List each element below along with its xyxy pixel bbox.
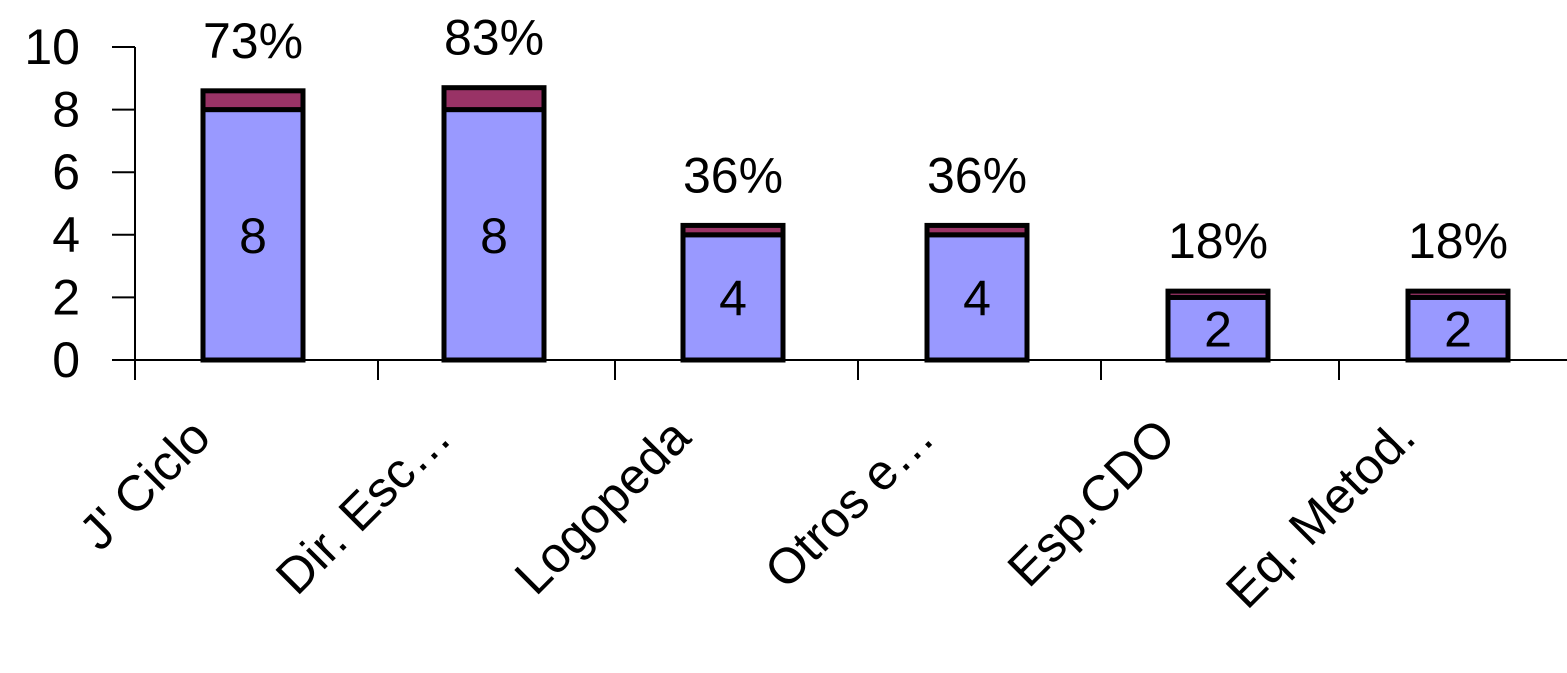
bar-value-label: 8 (239, 208, 267, 264)
bar-segment-main (200, 107, 306, 363)
y-axis-ticks: 0 2 4 6 8 10 (24, 19, 135, 388)
y-tick-label: 0 (52, 332, 80, 388)
bar-value-label: 2 (1444, 302, 1472, 358)
x-axis-labels: J' Ciclo Dir. Esc… Logopeda Otros e… Esp.CDO… (68, 408, 1425, 619)
bar-segment-top (924, 222, 1030, 238)
y-tick-label: 4 (52, 207, 80, 263)
y-tick-label: 8 (52, 82, 80, 138)
bar-segment-top (680, 222, 786, 238)
y-tick-label: 10 (24, 19, 80, 75)
bar-value-label: 4 (963, 270, 991, 326)
bar-value-label: 2 (1204, 302, 1232, 358)
bar-percent-label: 18% (1408, 213, 1508, 269)
bar-percent-label: 36% (683, 147, 783, 203)
bars (200, 85, 1511, 363)
x-category-label: Otros e… (754, 408, 945, 599)
bar-segment-top (1405, 288, 1511, 300)
x-category-label: Esp.CDO (997, 408, 1186, 597)
bar-segment-top (441, 85, 547, 113)
bar-value-label: 8 (480, 208, 508, 264)
y-tick-label: 2 (52, 269, 80, 325)
x-category-label: Dir. Esc… (265, 408, 462, 605)
bar-percent-label: 83% (444, 10, 544, 66)
bar-percent-label: 73% (203, 13, 303, 69)
data-labels: 8 73% 8 83% 4 36% 4 36% 2 18% 2 18% (203, 10, 1508, 358)
x-axis-ticks (134, 360, 1340, 380)
bar-percent-label: 36% (927, 147, 1027, 203)
bar-percent-label: 18% (1168, 213, 1268, 269)
bar-value-label: 4 (719, 270, 747, 326)
bar-segment-top (1165, 288, 1271, 300)
bar-segment-top (200, 88, 306, 113)
x-category-label: Eq. Metod. (1215, 408, 1426, 619)
x-category-label: J' Ciclo (68, 408, 220, 560)
y-tick-label: 6 (52, 144, 80, 200)
x-category-label: Logopeda (504, 408, 701, 605)
